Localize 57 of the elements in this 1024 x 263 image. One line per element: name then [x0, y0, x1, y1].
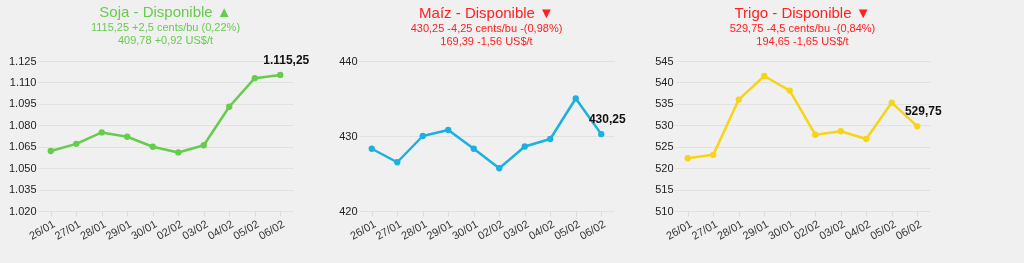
y-tick-label: 440	[339, 54, 358, 67]
y-tick-label: 1.110	[9, 75, 37, 88]
chart-title: Trigo - Disponible ▼	[734, 4, 871, 21]
point	[175, 149, 182, 156]
point	[914, 123, 921, 130]
chart-title: Maíz - Disponible ▼	[419, 4, 554, 21]
point	[888, 99, 895, 106]
chart-title: Soja - Disponible ▲	[99, 2, 232, 20]
y-tick-label: 1.020	[8, 204, 37, 217]
y-tick-label: 430	[339, 129, 358, 142]
point	[761, 72, 768, 80]
chart-subtitle: 1115,25 +2,5 cents/bu (0,22%) 409,78 +0,92 US$/t	[90, 20, 241, 46]
y-tick-label: 545	[655, 54, 674, 67]
y-tick-label: 510	[655, 204, 674, 217]
point	[598, 130, 605, 138]
y-tick-label: 1.050	[8, 161, 37, 174]
y-tick-label: 515	[655, 183, 674, 196]
y-tick-label: 520	[655, 161, 674, 174]
chart-subtitle: 529,75 -4,5 cents/bu -(0,84%) 194,65 -1,65 US$/t	[729, 22, 876, 47]
point	[735, 96, 742, 103]
y-tick-label: 420	[339, 204, 358, 217]
point	[863, 135, 870, 143]
y-tick-label: 1.080	[8, 118, 37, 131]
point	[73, 140, 80, 148]
y-tick-label: 530	[655, 118, 674, 131]
y-tick-label: 540	[655, 75, 674, 88]
point	[496, 165, 503, 172]
point	[124, 133, 131, 140]
point	[419, 132, 426, 140]
point	[837, 128, 844, 135]
chart-subtitle: 430,25 -4,25 cents/bu -(0,98%) 169,39 -1,56 US$/t	[410, 22, 563, 47]
point	[251, 74, 258, 82]
point	[521, 143, 528, 150]
point	[394, 159, 401, 166]
point	[470, 145, 477, 152]
point	[572, 95, 579, 102]
point	[445, 126, 452, 134]
point	[684, 155, 691, 162]
point	[47, 147, 54, 155]
point	[277, 71, 284, 79]
data-label: 529,75	[904, 104, 942, 119]
point	[149, 143, 156, 150]
point	[368, 145, 375, 152]
point	[710, 151, 717, 159]
y-tick-label: 1.095	[8, 97, 37, 110]
y-tick-label: 1.125	[8, 54, 37, 67]
point	[786, 87, 793, 94]
point	[547, 135, 554, 143]
y-tick-label: 535	[655, 97, 674, 110]
point	[200, 142, 207, 149]
point	[98, 129, 105, 136]
y-tick-label: 1.035	[8, 183, 37, 196]
data-label: 1.115,25	[263, 52, 310, 67]
y-tick-label: 1.065	[8, 140, 37, 153]
point	[812, 131, 819, 138]
point	[226, 103, 233, 110]
y-tick-label: 525	[655, 140, 674, 153]
